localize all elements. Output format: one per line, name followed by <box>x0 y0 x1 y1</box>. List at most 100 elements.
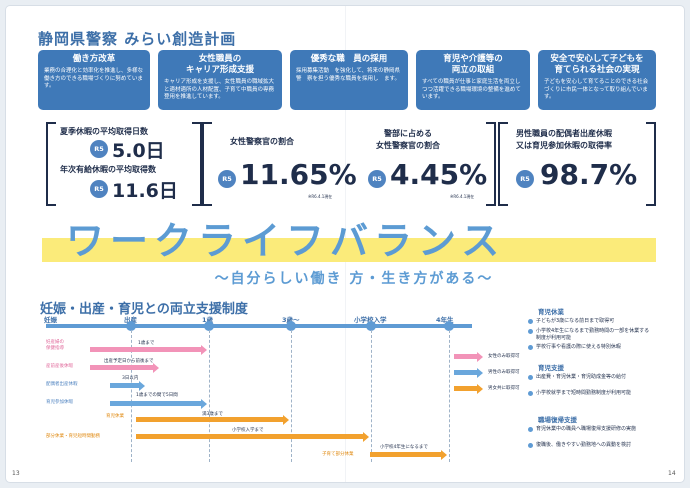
timeline-dot <box>286 321 296 331</box>
timeline-dot <box>126 321 136 331</box>
period-bar <box>136 414 289 425</box>
r5-badge: R5 <box>368 170 386 188</box>
bracket <box>202 122 212 206</box>
timeline-label-birth: 出産 <box>124 316 137 324</box>
legend-item: 育児休業中の職員へ職場復帰支援研修の実施 <box>528 426 654 433</box>
timeline-dot <box>366 321 376 331</box>
r5-badge: R5 <box>90 140 108 158</box>
guide-line <box>291 330 292 462</box>
summer-leave-value: 5.0日 <box>112 140 165 162</box>
women-manager-value: 4.45% <box>390 158 488 191</box>
page-number-right: 14 <box>668 470 676 477</box>
card-body: 業務の合理化と効率化を推進し、多様な働き方のできる職場づくりに努めています。 <box>44 68 144 89</box>
highlight-band <box>42 238 656 262</box>
row-text: 1歳までの間で5日間 <box>136 393 178 398</box>
bracket <box>192 122 202 206</box>
brochure-spread: 静岡県警察 みらい創造計画 働き方改革 業務の合理化と効率化を推進し、多様な働き… <box>6 6 684 482</box>
row-text: 小学校4年生になるまで <box>380 445 428 450</box>
period-bar <box>90 344 207 355</box>
r5-badge: R5 <box>218 170 236 188</box>
women-ratio-value: 11.65% <box>240 158 357 191</box>
row-text: 満3歳まで <box>202 412 223 417</box>
card-recruitment: 優秀な職 員の採用 採用募集活動 を強化して、将来の静岡県警 察を担う優秀な職員… <box>290 50 408 110</box>
guide-line <box>209 330 210 462</box>
annual-leave-value: 11.6日 <box>112 180 178 202</box>
male-leave-label: 男性職員の配偶者出産休暇 又は育児参加休暇の取得率 <box>516 129 612 150</box>
women-manager-label: 警部に占める 女性警察官の割合 <box>376 129 440 150</box>
row-label: 配偶者出産休暇 <box>46 382 78 387</box>
period-bar <box>90 362 159 373</box>
timeline-dot <box>204 321 214 331</box>
card-title: 女性職員の キャリア形成支援 <box>185 54 254 75</box>
row-label: 産前産後休暇 <box>46 364 73 369</box>
card-safe-society: 安全で安心して子どもを 育てられる社会の実現 子どもを安心して育てることのできる… <box>538 50 656 110</box>
card-body: すべての職員が仕事と家庭生活を両立しつつ活躍できる職場環境の整備を進めています。 <box>422 79 521 100</box>
row-text: 小学校入学まで <box>232 428 264 433</box>
card-body: キャリア形成を支援し、女性職員の職域拡大と適材適所の人材配置、子育て中職員の専務… <box>164 79 275 100</box>
support-system-title: 妊娠・出産・育児との両立支援制度 <box>40 302 248 317</box>
period-bar <box>110 380 145 391</box>
bracket <box>498 122 508 206</box>
women-manager-note: ※R6.4.1現在 <box>450 194 475 199</box>
r5-badge: R5 <box>516 170 534 188</box>
period-bar <box>110 398 207 409</box>
key-label: 男女共に取得可 <box>488 386 520 391</box>
timeline-label-grade4: 4年生 <box>436 316 454 324</box>
women-ratio-note: ※R6.4.1現在 <box>308 194 333 199</box>
guide-line <box>449 330 450 462</box>
row-text: 3日以内 <box>122 376 139 381</box>
card-childcare-balance: 育児や介護等の 両立の取組 すべての職員が仕事と家庭生活を両立しつつ活躍できる職… <box>416 50 530 110</box>
legend-item: 復職後、働きやすい勤務地への異動を検討 <box>528 442 654 449</box>
bracket <box>46 122 56 206</box>
guide-line <box>371 330 372 462</box>
key-label: 女性のみ取得可 <box>488 354 520 359</box>
summer-leave-label: 夏季休暇の平均取得日数 <box>60 127 148 136</box>
row-label: 妊産婦の 保健指導 <box>46 340 64 351</box>
card-body: 子どもを安心して育てることのできる社会づくりに市民一体となって取り組んでいます。 <box>544 79 649 100</box>
bracket <box>646 122 656 206</box>
row-label: 部分休業・育児短時間勤務 <box>46 434 100 439</box>
timeline-label-elementary: 小学校入学 <box>354 316 387 324</box>
legend-heading: 職場復帰支援 <box>538 416 577 424</box>
timeline-axis <box>46 324 472 328</box>
page-title: 静岡県警察 みらい創造計画 <box>38 30 237 48</box>
legend-item: 学校行事や看護の際に使える特別休暇 <box>528 344 654 351</box>
key-label: 男性のみ取得可 <box>488 370 520 375</box>
work-life-balance-subtitle: ～自分らしい働き 方・生き方がある～ <box>214 271 494 287</box>
timeline-label-age3: 3歳〜 <box>282 316 300 324</box>
stats-section: 夏季休暇の平均取得日数 R5 5.0日 年次有給休暇の平均取得数 R5 11.6… <box>46 122 656 206</box>
key-bar-blue <box>454 367 483 378</box>
work-life-balance-heading: ワークライフバランス <box>66 219 506 263</box>
guide-line <box>131 330 132 462</box>
page-number-left: 13 <box>12 470 20 477</box>
male-leave-value: 98.7% <box>540 158 638 191</box>
row-text: 1歳まで <box>138 341 155 346</box>
period-bar <box>370 449 447 460</box>
period-bar <box>136 431 369 442</box>
timeline-label-age1: 1歳 <box>202 316 214 324</box>
card-work-style-reform: 働き方改革 業務の合理化と効率化を推進し、多様な働き方のできる職場づくりに努めて… <box>38 50 150 110</box>
bracket <box>486 122 496 206</box>
card-title: 優秀な職 員の採用 <box>310 54 388 64</box>
timeline-dot <box>444 321 454 331</box>
row-label: 育児休業 <box>106 414 124 419</box>
card-body: 採用募集活動 を強化して、将来の静岡県警 察を担う優秀な職員を採用し ます。 <box>296 68 401 82</box>
annual-leave-label: 年次有給休暇の平均取得数 <box>60 165 156 174</box>
legend-item: 出産費・育児休業・育児助成金等の給付 <box>528 374 654 381</box>
r5-badge: R5 <box>90 180 108 198</box>
legend-item: 小学校4年生になるまで勤務時間の一部を休業する制度が利用可能 <box>528 328 654 342</box>
timeline-label-pregnancy: 妊娠 <box>44 316 57 324</box>
row-label: 子育て部分休業 <box>322 452 354 457</box>
card-title: 働き方改革 <box>72 54 116 64</box>
legend-item: 子どもが3歳になる前日まで取得可 <box>528 318 654 325</box>
legend-item: 小学校就学まで短時間勤務制度が利用可能 <box>528 390 654 397</box>
women-ratio-label: 女性警察官の割合 <box>230 137 294 146</box>
row-text: 出産予定日から前後まで <box>104 359 154 364</box>
legend-heading: 育児休業 <box>538 308 564 316</box>
card-title: 安全で安心して子どもを 育てられる社会の実現 <box>550 54 644 75</box>
card-title: 育児や介護等の 両立の取組 <box>443 54 503 75</box>
legend-heading: 育児支援 <box>538 364 564 372</box>
key-bar-orange <box>454 383 483 394</box>
key-bar-pink <box>454 351 483 362</box>
row-label: 育児参加休暇 <box>46 400 73 405</box>
